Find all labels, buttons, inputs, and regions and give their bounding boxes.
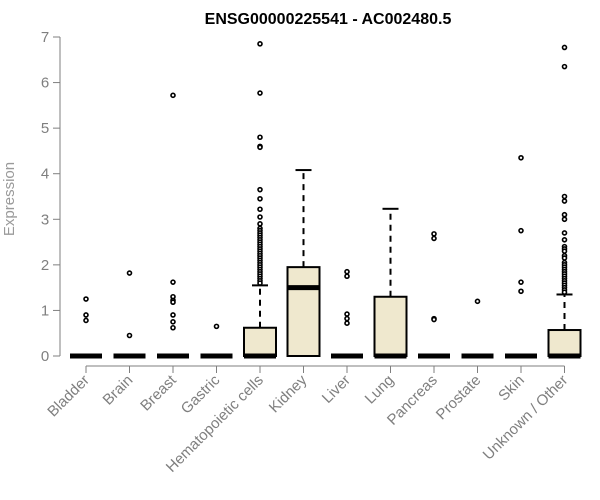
- outlier-point: [431, 316, 437, 323]
- outlier-point: [431, 231, 437, 237]
- y-tick-label: 1: [41, 302, 49, 319]
- x-tick-label: Liver: [319, 372, 354, 407]
- y-tick-label: 4: [41, 166, 49, 183]
- outlier-point: [344, 315, 350, 322]
- y-tick-label: 3: [41, 211, 49, 228]
- plot-area: [70, 41, 582, 359]
- outlier-point: [257, 41, 263, 47]
- y-axis-label: Expression: [1, 162, 18, 236]
- x-tick-label: Brain: [100, 372, 137, 409]
- box: [243, 326, 277, 358]
- outlier-point: [431, 235, 437, 242]
- outlier-point: [257, 221, 263, 227]
- outlier-point: [561, 211, 568, 218]
- y-axis: 0 1 2 3 4 5 6 7: [41, 29, 61, 365]
- outlier-point: [170, 324, 176, 331]
- outlier-point: [257, 134, 263, 141]
- outlier-point: [83, 296, 89, 302]
- x-tick-label: Bladder: [44, 372, 93, 421]
- outlier-point: [257, 90, 263, 96]
- box: [373, 295, 408, 357]
- box-group: [331, 268, 363, 359]
- x-tick-label: Skin: [495, 372, 528, 405]
- outlier-point: [257, 206, 263, 213]
- y-tick-label: 6: [41, 75, 49, 92]
- outlier-point: [170, 299, 176, 306]
- outlier-point: [170, 92, 176, 99]
- box-group: [461, 298, 494, 359]
- outlier-point: [83, 312, 89, 318]
- outlier-point: [561, 289, 568, 296]
- box-group: [418, 231, 450, 359]
- outlier-point: [170, 312, 176, 318]
- outlier-point: [474, 298, 481, 305]
- outlier-point: [561, 198, 568, 204]
- box-group: [547, 44, 582, 359]
- y-tick-label: 2: [41, 257, 49, 274]
- chart-title: ENSG00000225541 - AC002480.5: [205, 11, 452, 28]
- y-tick-label: 0: [41, 348, 49, 365]
- outlier-point: [170, 319, 176, 325]
- outlier-point: [518, 279, 524, 285]
- y-tick-label: 7: [41, 29, 49, 46]
- outlier-point: [561, 193, 568, 200]
- outlier-point: [170, 279, 176, 285]
- box-group: [157, 92, 189, 359]
- outlier-point: [561, 44, 568, 51]
- box-group: [373, 207, 408, 359]
- outlier-point: [257, 280, 263, 286]
- outlier-point: [257, 214, 263, 220]
- x-tick-label: Breast: [137, 371, 180, 414]
- y-tick-label: 5: [41, 120, 49, 137]
- outlier-point: [257, 186, 263, 193]
- outlier-point: [518, 227, 524, 234]
- outlier-point: [518, 288, 524, 295]
- box-group: [243, 41, 277, 359]
- outlier-point: [561, 236, 568, 243]
- outlier-point: [257, 144, 263, 151]
- outlier-point: [561, 255, 568, 261]
- outlier-point: [561, 248, 568, 254]
- outlier-point: [561, 230, 568, 236]
- box-group: [286, 169, 321, 357]
- outlier-point: [344, 273, 350, 280]
- outlier-point: [213, 323, 220, 330]
- box-group: [200, 323, 233, 359]
- box-group: [113, 270, 146, 359]
- box: [286, 266, 321, 357]
- box-group: [505, 154, 537, 359]
- outlier-point: [344, 311, 350, 317]
- outlier-point: [518, 154, 524, 161]
- outlier-point: [344, 268, 350, 275]
- x-tick-label: Lung: [362, 372, 398, 408]
- outlier-point: [257, 195, 263, 202]
- box-group: [70, 296, 102, 359]
- x-tick-label: Kidney: [266, 371, 311, 416]
- outlier-point: [561, 63, 568, 70]
- x-tick-label: Prostate: [433, 372, 485, 424]
- outlier-point: [83, 317, 89, 324]
- box: [547, 329, 582, 358]
- outlier-point: [126, 270, 133, 276]
- outlier-point: [344, 320, 350, 326]
- outlier-point: [126, 332, 133, 339]
- outlier-point: [561, 216, 568, 223]
